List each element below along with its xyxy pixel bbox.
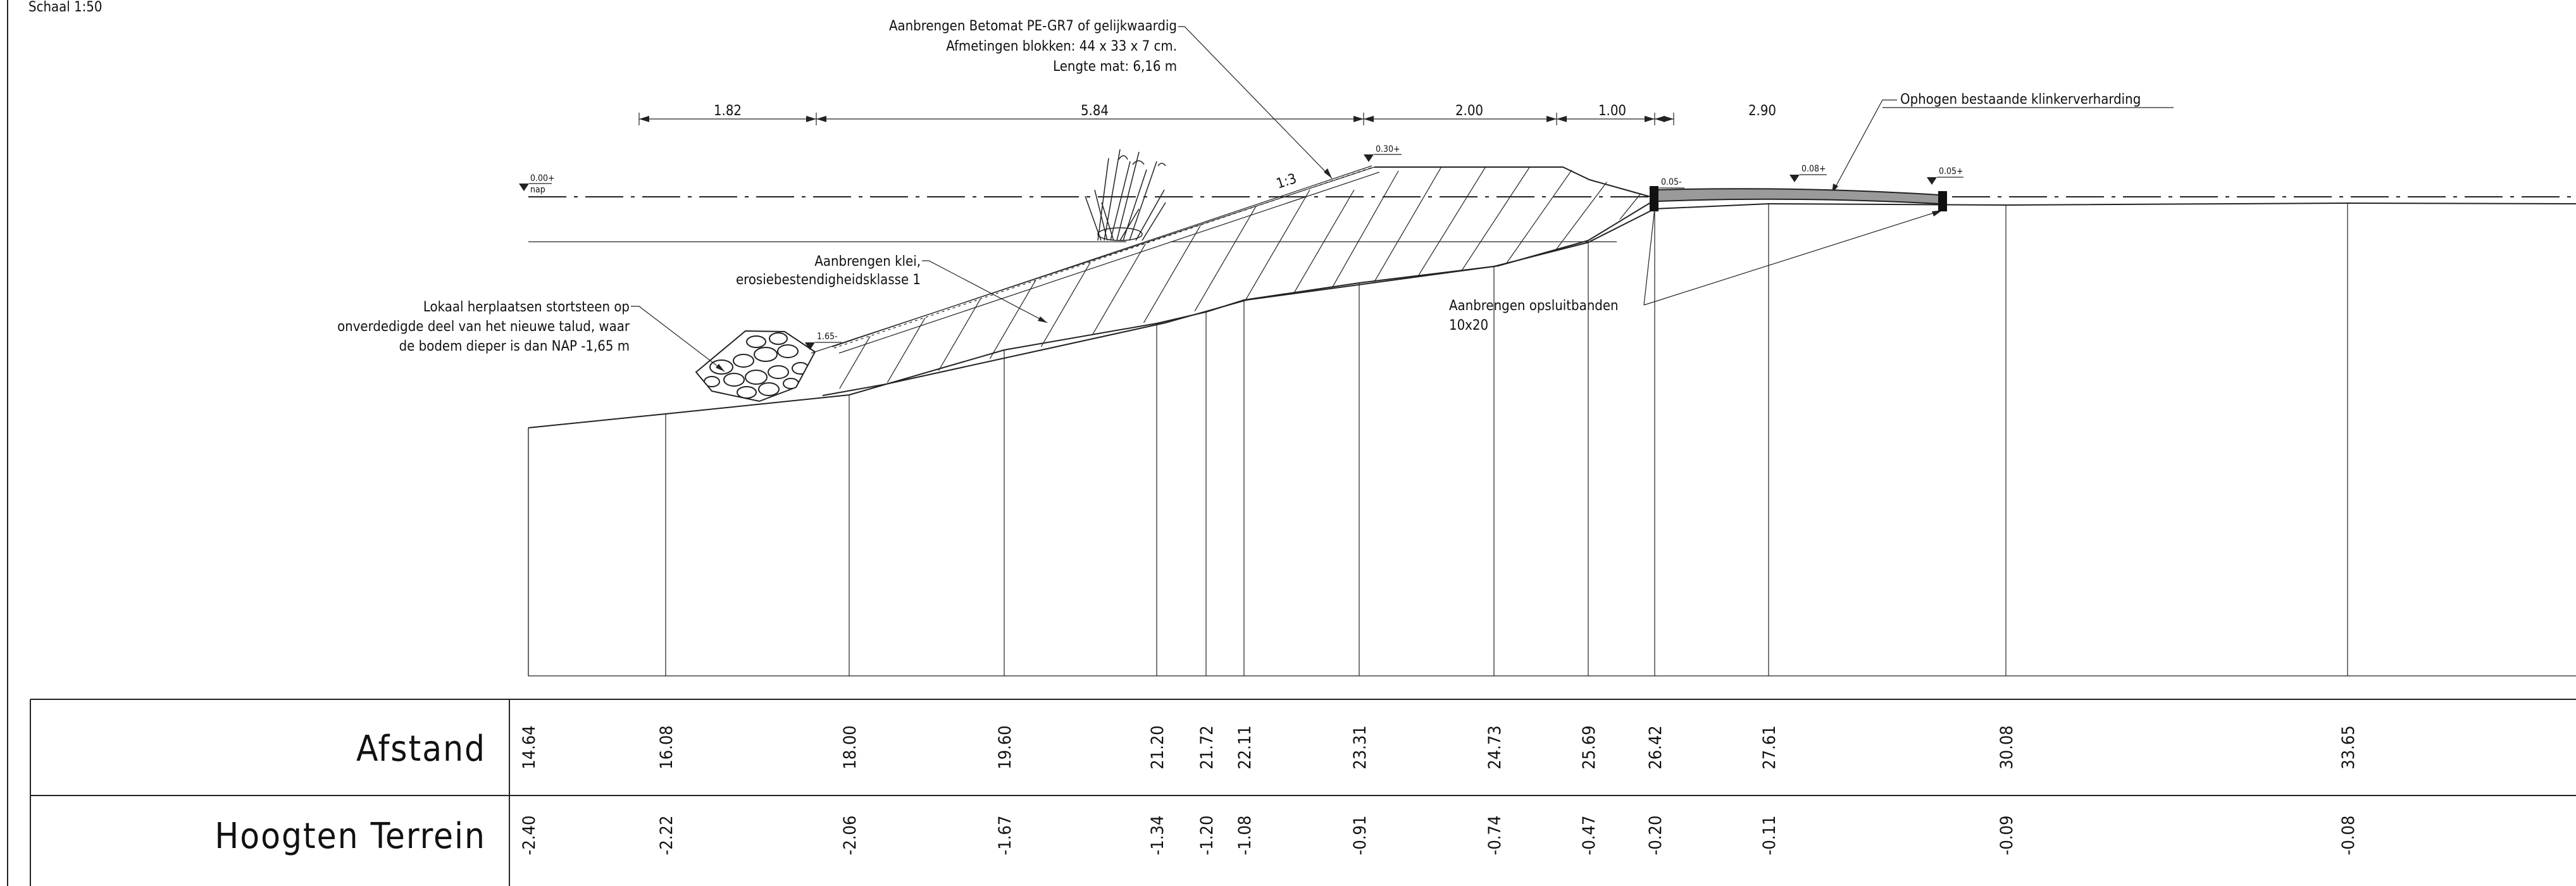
level-marker-kerb-right: 0.05+ [1927,166,1963,185]
opsluitbanden-arrowhead [1932,210,1943,216]
dim-label-4: 1.00 [1598,103,1626,119]
afstand-value: 24.73 [1485,725,1505,770]
level-marker-crest: 0.30+ [1364,144,1402,162]
profile-table: Afstand Hoogten Terrein 14.64 16.08 18.00 1… [30,699,2576,886]
slope-ratio-label: 1:3 [1274,171,1298,192]
dim-label-2: 5.84 [1081,103,1109,119]
stortsteen-line-2: onverdedigde deel van het nieuwe talud, … [337,319,630,335]
level-marker-stortsteen: 1.65- [805,332,842,350]
klei-arrowhead [1038,316,1047,323]
klei-line-1: Aanbrengen klei, [814,254,921,270]
hoogte-value: -1.34 [1148,816,1167,856]
afstand-value: 19.60 [995,725,1015,770]
scale-label: Schaal 1:50 [28,0,102,15]
opsluitbanden-line-1: Aanbrengen opsluitbanden [1449,298,1619,314]
stortsteen-leader [631,306,725,372]
betomat-line-3: Lengte mat: 6,16 m [1053,59,1177,75]
dim-label-1: 1.82 [714,103,742,119]
stortsteen-line-1: Lokaal herplaatsen stortsteen op [423,299,630,315]
hoogte-value: -0.20 [1646,816,1665,856]
datum-line [528,428,2576,677]
dim-label-5: 2.90 [1748,103,1776,119]
betomat-leader [1178,26,1333,179]
opsluitbanden-leader-left [1643,202,1656,306]
stortsteen-arrowhead [716,364,725,371]
dimension-arrow [1664,116,1674,122]
klei-line-2: erosiebestendigheidsklasse 1 [736,272,921,288]
afstand-value: 30.08 [1997,725,2017,770]
row-label-hoogten: Hoogten Terrein [215,816,486,857]
svg-text:0.05-: 0.05- [1661,177,1682,187]
dimension-arrow [639,116,649,122]
dimension-arrow [1353,116,1364,122]
existing-ground-line [528,202,2576,428]
hoogte-value: -2.40 [520,816,539,856]
betomat-mat [831,165,1380,354]
svg-text:0.30+: 0.30+ [1376,144,1400,154]
hoogte-value: -2.06 [840,816,860,856]
afstand-value: 25.69 [1579,725,1599,770]
klei-annotation: Aanbrengen klei, erosiebestendigheidskla… [736,254,1048,323]
hoogte-value: -1.08 [1235,816,1255,856]
svg-text:nap: nap [530,185,545,195]
stortsteen-line-3: de bodem dieper is dan NAP -1,65 m [399,339,630,354]
afstand-value: 22.11 [1235,725,1255,770]
svg-text:0.05+: 0.05+ [1939,166,1963,177]
hoogte-value: -0.74 [1485,816,1505,856]
hoogte-value: -1.20 [1197,816,1217,856]
afstand-value: 26.42 [1646,725,1665,770]
hoogte-value: -0.91 [1350,816,1370,856]
afstand-value: 14.64 [520,725,539,770]
station-lines [528,203,2576,677]
afstand-value: 23.31 [1350,725,1370,770]
stortsteen-annotation: Lokaal herplaatsen stortsteen op onverde… [337,299,725,372]
reed-vegetation [1085,149,1166,241]
klinker-text: Ophogen bestaande klinkerverharding [1900,92,2141,108]
afstand-value: 21.72 [1197,725,1217,770]
opsluitbanden-line-2: 10x20 [1449,318,1488,334]
kerb-right [1938,191,1947,211]
dimension-arrow [1557,116,1567,122]
afstand-value: 21.20 [1148,725,1167,770]
afstand-value: 16.08 [657,725,676,770]
row-label-afstand: Afstand [356,728,486,770]
dimension-arrow [806,116,816,122]
hoogte-value: -0.47 [1579,816,1599,856]
hoogte-value: -0.11 [1760,816,1779,856]
afstand-value: 27.61 [1760,725,1779,770]
kerb-left [1650,186,1658,211]
pavement [1650,186,1947,211]
hoogte-value: -1.67 [995,816,1015,856]
dimension-arrow [1364,116,1374,122]
betomat-line-2: Afmetingen blokken: 44 x 33 x 7 cm. [946,39,1177,54]
svg-text:1.65-: 1.65- [817,332,838,342]
hoogte-value: -0.08 [2339,816,2358,856]
betomat-annotation: Aanbrengen Betomat PE-GR7 of gelijkwaard… [889,18,1333,179]
dimension-arrow [1546,116,1557,122]
level-marker-nap: 0.00+ nap [519,173,555,195]
opsluitbanden-leader-right [1643,209,1943,306]
hoogte-value: -0.09 [1997,816,2017,856]
dimension-arrow [816,116,826,122]
afstand-value: 33.65 [2339,725,2358,770]
level-marker-pavement: 0.08+ [1789,164,1827,182]
clay-body: 1:3 [811,166,1653,414]
svg-text:0.00+: 0.00+ [530,173,555,184]
klinker-annotation: Ophogen bestaande klinkerverharding [1831,92,2174,194]
dim-label-3: 2.00 [1455,103,1483,119]
opsluitbanden-annotation: Aanbrengen opsluitbanden 10x20 [1449,202,1943,334]
hoogte-value: -2.22 [657,816,676,856]
betomat-line-1: Aanbrengen Betomat PE-GR7 of gelijkwaard… [889,18,1177,34]
klei-leader [922,260,1048,323]
afstand-value: 18.00 [840,725,860,770]
dimension-chain: 1.82 5.84 2.00 1.00 2.90 [638,103,1776,125]
stortsteen-pile [695,330,816,402]
dimension-arrow [1655,116,1665,122]
svg-text:0.08+: 0.08+ [1801,164,1826,174]
klinker-leader [1831,99,1897,194]
dimension-arrow [1645,116,1655,122]
betomat-arrowhead [1324,168,1332,178]
